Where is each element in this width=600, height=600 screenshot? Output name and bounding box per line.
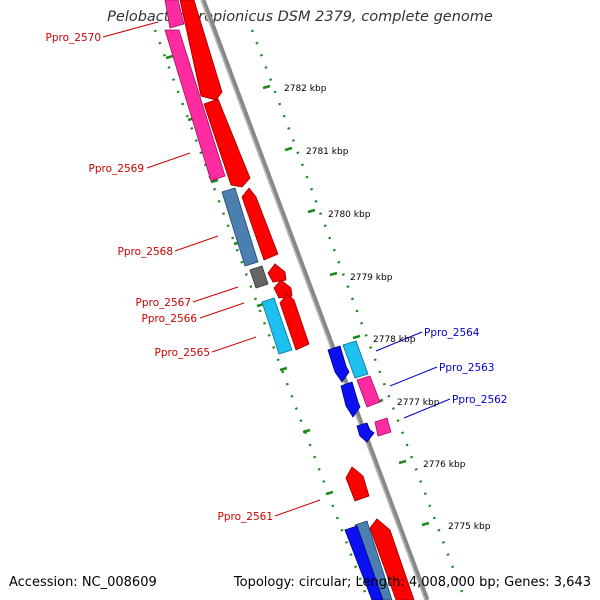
cds-ppro-2570-forward bbox=[179, 0, 223, 101]
gene-label-ppro-2562[interactable]: Ppro_2562 bbox=[452, 394, 507, 406]
cds-ppro-2562-pink bbox=[374, 417, 392, 437]
gene-label-ppro-2570[interactable]: Ppro_2570 bbox=[46, 32, 101, 44]
genome-stats-label: Topology: circular; Length: 4,008,000 bp… bbox=[233, 575, 591, 590]
cds-bottom-forward bbox=[369, 518, 415, 600]
right-gene-labels: Ppro_2564 Ppro_2563 Ppro_2562 bbox=[424, 327, 507, 406]
pink-cds-track bbox=[164, 0, 392, 437]
cds-ppro-2565-cyan bbox=[261, 297, 293, 355]
left-gene-labels: Ppro_2570 Ppro_2569 Ppro_2568 Ppro_2567 … bbox=[46, 32, 273, 523]
tick-label-2781: 2781 kbp bbox=[306, 147, 349, 157]
forward-cds-track bbox=[179, 0, 415, 600]
gene-label-ppro-2561[interactable]: Ppro_2561 bbox=[218, 511, 273, 523]
cds-ppro-2568-forward bbox=[241, 187, 279, 261]
cds-top-pink bbox=[164, 0, 185, 29]
cds-ppro-2570-pink bbox=[164, 29, 226, 182]
cyan-cds-track bbox=[261, 297, 369, 379]
tick-label-2777: 2777 kbp bbox=[397, 398, 440, 408]
tick-label-2778: 2778 kbp bbox=[373, 335, 416, 345]
cds-ppro-2564-cyan bbox=[342, 340, 369, 379]
tick-label-2775: 2775 kbp bbox=[448, 522, 491, 532]
tick-label-2782: 2782 kbp bbox=[284, 84, 327, 94]
cds-ppro-2567-forward bbox=[267, 263, 287, 283]
right-leader-lines bbox=[375, 331, 451, 419]
cds-ppro-2561-forward bbox=[345, 466, 370, 502]
gene-label-ppro-2566[interactable]: Ppro_2566 bbox=[142, 313, 198, 325]
cds-ppro-2565-forward bbox=[279, 293, 310, 351]
cds-bottom-reverse bbox=[344, 525, 384, 600]
cds-ppro-2568-steel bbox=[221, 187, 259, 267]
cds-ppro-2563-reverse bbox=[340, 381, 361, 418]
tick-label-2776: 2776 kbp bbox=[423, 460, 466, 470]
cds-ppro-2564-reverse bbox=[327, 345, 350, 383]
cds-ppro-2566-forward bbox=[273, 279, 293, 299]
left-leader-lines bbox=[102, 21, 321, 517]
gene-label-ppro-2563[interactable]: Ppro_2563 bbox=[439, 362, 494, 374]
right-dotted-track bbox=[250, 29, 467, 600]
cds-ppro-2569-forward bbox=[203, 98, 251, 188]
tick-label-2779: 2779 kbp bbox=[350, 273, 393, 283]
map-title: Pelobacter propionicus DSM 2379, complet… bbox=[107, 9, 493, 25]
gene-label-ppro-2569[interactable]: Ppro_2569 bbox=[89, 163, 144, 175]
gene-label-ppro-2564[interactable]: Ppro_2564 bbox=[424, 327, 480, 339]
gene-label-ppro-2567[interactable]: Ppro_2567 bbox=[136, 297, 191, 309]
cds-ppro-2562-reverse bbox=[356, 422, 375, 443]
left-dotted-track bbox=[153, 29, 370, 600]
gene-label-ppro-2565[interactable]: Ppro_2565 bbox=[155, 347, 210, 359]
tick-label-2780: 2780 kbp bbox=[328, 210, 371, 220]
gene-label-ppro-2568[interactable]: Ppro_2568 bbox=[118, 246, 173, 258]
reverse-cds-track bbox=[327, 345, 384, 600]
genome-backbone-highlight bbox=[200, 0, 426, 600]
genome-backbone bbox=[200, 0, 430, 600]
cds-ppro-2563-pink bbox=[356, 375, 381, 408]
cds-ppro-2567-grey bbox=[249, 265, 269, 289]
accession-label: Accession: NC_008609 bbox=[9, 575, 157, 590]
